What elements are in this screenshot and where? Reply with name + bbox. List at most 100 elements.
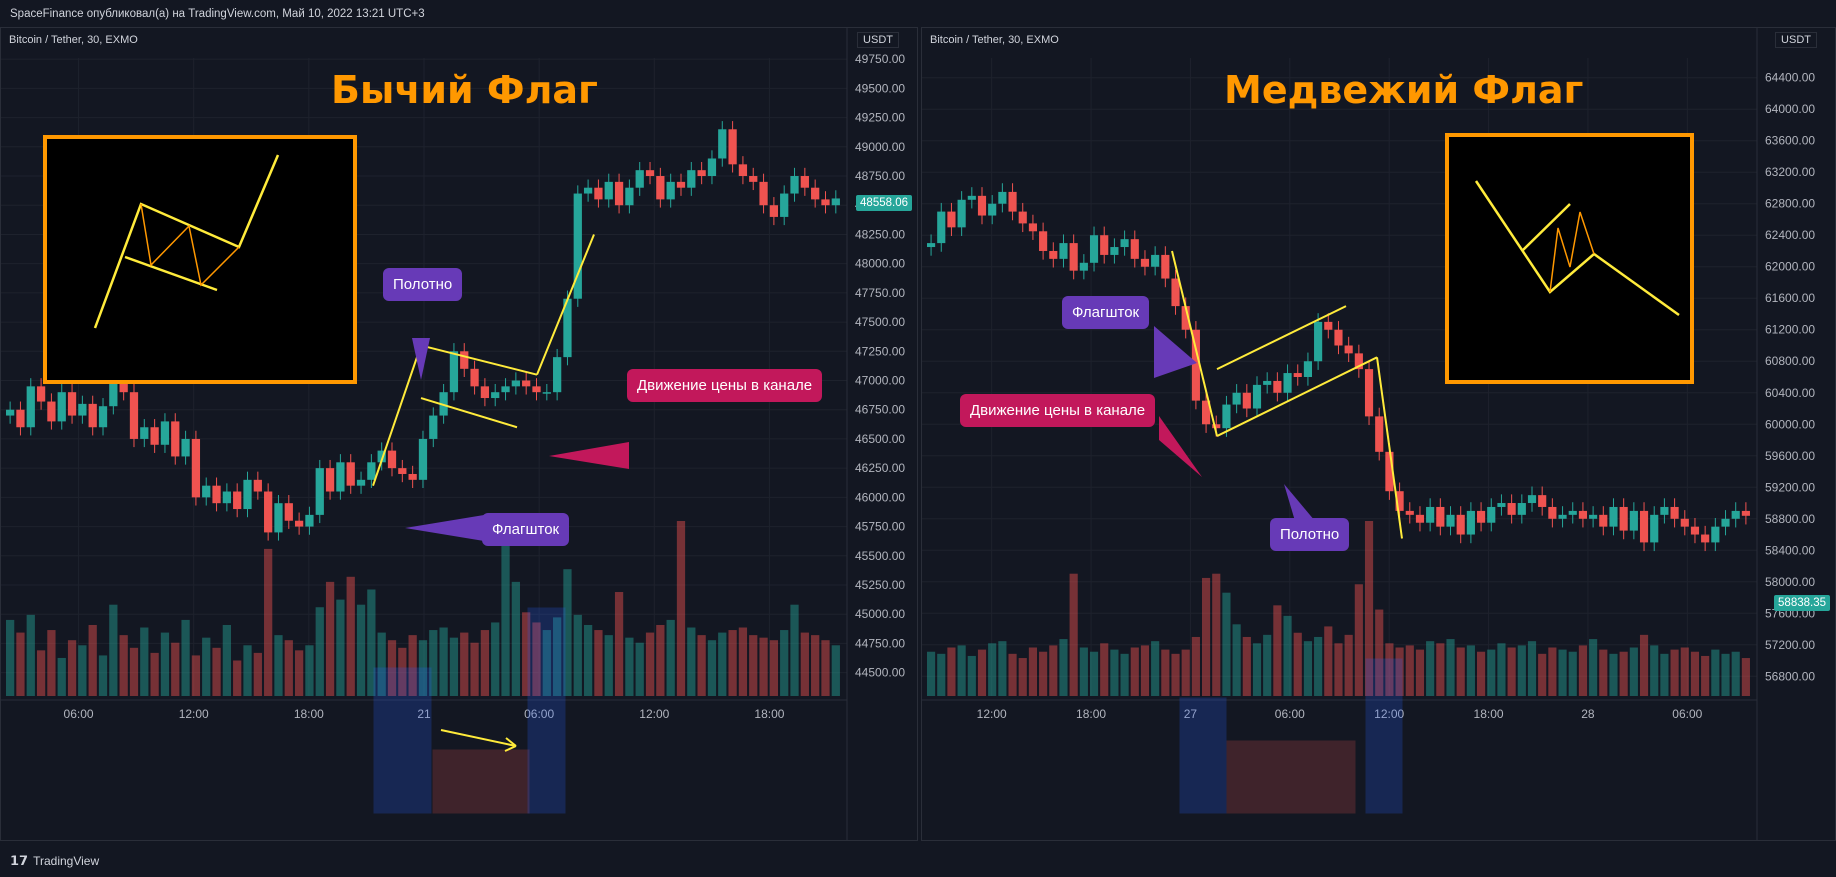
volume-bar [36,650,46,696]
volume-bar [563,569,572,696]
y-tick-label: 46500.00 [855,432,905,446]
volume-bar [1303,641,1312,696]
volume-bar [977,649,987,696]
volume-bar [1487,649,1496,696]
candle-body [398,468,407,474]
tradingview-footer[interactable]: 𝟭𝟳 TradingView [10,853,99,869]
candle-body [1283,373,1292,393]
candle-body [78,403,87,416]
volume-bar [967,655,976,696]
volume-bar [377,632,386,696]
y-tick-label: 45000.00 [855,607,905,621]
candle-body [336,462,345,492]
channel-label: Движение цены в канале [627,369,823,402]
candle-body [1568,510,1577,515]
y-tick-label: 63600.00 [1765,134,1815,148]
volume-bar [1385,643,1394,696]
volume-bar [1405,645,1414,696]
candle-body [947,211,956,228]
x-tick-label: 12:00 [179,707,209,721]
volume-bar [800,632,809,696]
symbol-label[interactable]: Bitcoin / Tether, 30, EXMO [930,34,1059,46]
candle-body [160,421,170,445]
volume-bar [1701,655,1710,696]
volume-bar [1263,634,1272,696]
symbol-label[interactable]: Bitcoin / Tether, 30, EXMO [9,34,138,46]
canvas-label: Полотно [383,268,463,301]
candle-body [635,170,644,188]
volume-bar [1130,647,1139,696]
volume-highlight-breakout [527,607,566,814]
volume-bar [594,630,603,696]
volume-bar [687,627,696,696]
volume-bar [1456,647,1465,696]
volume-bar [1670,649,1679,696]
candle-body [1140,258,1150,267]
pole-line [1171,250,1218,437]
volume-bar [1589,639,1598,696]
candle-body [1202,400,1211,425]
candle-body [800,176,809,188]
volume-bar [346,576,355,696]
volume-bar [1497,643,1506,696]
bear-flag-chart-panel[interactable]: 12:00 18:00 27 06:00 12:00 18:00 28 06:00 56800.… [921,27,1836,841]
y-tick-label: 62000.00 [1765,260,1815,274]
bear-flag-sketch-box [1445,133,1694,384]
candle-body [315,468,324,515]
y-tick-label: 49500.00 [855,81,905,95]
x-tick-label: 18:00 [1474,707,1504,721]
volume-bar [109,604,118,696]
candle-body [967,195,976,200]
volume-bar [1446,639,1455,696]
candle-body [1303,361,1312,377]
candle-body [553,357,562,393]
candle-body [150,427,159,445]
candle-body [387,450,397,469]
candle-body [1527,495,1537,504]
volume-bar [274,635,283,696]
candle-body [501,386,510,393]
y-tick-label: 49750.00 [855,52,905,66]
candle-body [1589,514,1598,519]
candle-body [1008,191,1017,212]
volume-bar [542,630,551,696]
volume-bar [191,655,201,696]
brand-name: TradingView [33,854,100,868]
x-tick-label: 12:00 [977,707,1007,721]
candle-body [666,181,675,200]
candle-body [1314,321,1323,362]
candle-body [583,187,593,194]
candle-body [604,181,613,200]
volume-bar [1660,653,1669,696]
volume-highlight-breakdown [1365,658,1403,814]
candle-body [1690,526,1700,535]
volume-bar [233,660,242,696]
bull-flag-chart-panel[interactable]: 06:00 12:00 18:00 21 06:00 12:00 18:00 44500.00… [0,27,918,841]
volume-bar [728,630,737,696]
candle-body [1558,514,1567,519]
volume-bar [1242,636,1251,696]
y-tick-label: 58800.00 [1765,512,1815,526]
candle-body [1222,404,1231,429]
y-tick-label: 45750.00 [855,520,905,534]
last-price-tag: 58838.35 [1774,595,1830,611]
pole-label-pointer [1154,326,1197,378]
candle-body [831,198,840,206]
x-tick-label: 28 [1581,707,1595,721]
volume-bar [1650,645,1659,696]
candle-body [356,479,366,486]
candle-body [88,403,97,428]
candle-body [738,164,748,177]
volume-bar [67,640,77,696]
y-tick-label: 46750.00 [855,403,905,417]
y-tick-label: 46000.00 [855,490,905,504]
candle-body [1670,506,1679,519]
candle-body [1181,306,1190,330]
volume-bar [98,655,108,696]
candle-body [998,191,1007,204]
candle-body [769,205,779,217]
volume-highlight-flag [432,749,530,814]
candle-body [1049,250,1058,259]
volume-bar [1181,649,1190,696]
candle-body [573,193,582,299]
